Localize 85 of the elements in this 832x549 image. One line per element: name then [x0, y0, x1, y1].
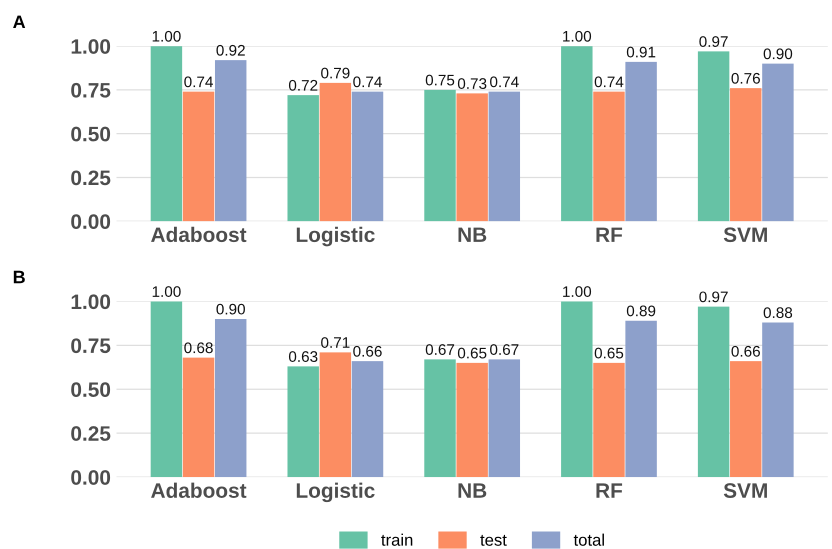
bar: [625, 62, 657, 222]
data-label: 0.66: [353, 346, 382, 357]
data-label: 0.63: [288, 351, 318, 362]
bar: [698, 51, 730, 222]
bar: [424, 359, 456, 478]
data-label: 0.90: [216, 304, 245, 315]
bar: [762, 322, 794, 478]
bar: [320, 352, 352, 478]
legend-label: train: [381, 534, 412, 546]
data-label: 0.67: [490, 344, 518, 355]
x-tick-label: RF: [596, 228, 622, 242]
chart-title: A: [13, 16, 26, 28]
data-label: 0.65: [594, 348, 624, 358]
data-label: 0.91: [626, 46, 656, 58]
bar: [730, 361, 762, 478]
y-tick-label: 0.25: [71, 170, 110, 186]
y-tick-label: 0.50: [71, 382, 110, 397]
y-tick-label: 1.00: [72, 294, 110, 310]
y-tick-label: 0.50: [71, 126, 110, 142]
data-label: 0.67: [426, 344, 454, 355]
bar: [150, 46, 182, 222]
data-label: 0.74: [184, 76, 213, 88]
x-tick-label: Logistic: [296, 482, 375, 502]
x-tick-label: Adaboost: [151, 226, 246, 242]
y-tick-label: 0.25: [71, 426, 110, 441]
data-label: 0.66: [731, 346, 760, 357]
y-tick-label: 0.75: [71, 82, 110, 98]
data-label: 0.68: [184, 342, 213, 354]
bar: [730, 88, 762, 222]
bar: [424, 90, 456, 222]
bar: [150, 301, 182, 478]
bar: [352, 361, 384, 478]
bar: [561, 301, 593, 478]
x-tick-label: SVM: [724, 227, 767, 242]
data-label: 0.89: [626, 306, 656, 316]
bar: [488, 92, 520, 222]
legend-label: total: [574, 534, 604, 546]
data-label: 0.90: [764, 48, 792, 60]
data-label: 0.92: [216, 44, 245, 56]
bar: [456, 93, 488, 222]
data-label: 0.76: [731, 72, 760, 84]
bar: [352, 92, 384, 222]
data-label: 1.00: [152, 286, 181, 297]
y-tick-label: 1.00: [72, 39, 110, 54]
data-label: 0.74: [490, 76, 519, 88]
bar: [625, 320, 657, 478]
x-tick-label: Logistic: [296, 226, 375, 246]
bar: [762, 64, 794, 222]
bar: [214, 60, 246, 222]
bar: [593, 362, 625, 478]
bar: [287, 95, 319, 222]
data-label: 0.71: [321, 337, 350, 348]
y-tick-label: 0.75: [71, 338, 110, 354]
data-label: 0.74: [594, 76, 624, 88]
chart-title: B: [14, 270, 25, 284]
bar: [456, 362, 488, 478]
data-label: 0.97: [699, 291, 728, 302]
bar: [698, 306, 730, 478]
data-label: 0.75: [426, 74, 454, 86]
data-label: 0.88: [764, 307, 792, 318]
data-label: 1.00: [563, 30, 592, 42]
data-label: 0.73: [458, 78, 486, 89]
bar: [182, 358, 214, 478]
y-tick-label: 0.00: [71, 470, 110, 485]
bar: [214, 318, 246, 478]
bar: [593, 92, 625, 222]
data-label: 1.00: [152, 30, 181, 42]
bar: [182, 92, 214, 222]
data-label: 0.65: [458, 348, 486, 358]
y-tick-label: 0.00: [71, 214, 110, 229]
data-label: 0.74: [353, 76, 382, 88]
x-tick-label: Adaboost: [151, 482, 246, 498]
x-tick-label: RF: [596, 483, 622, 498]
x-tick-label: NB: [458, 483, 486, 498]
data-label: 0.72: [288, 80, 318, 91]
data-label: 0.79: [321, 68, 350, 78]
data-label: 0.97: [699, 36, 728, 47]
x-tick-label: NB: [458, 228, 486, 242]
x-tick-label: SVM: [724, 483, 767, 498]
data-label: 1.00: [563, 286, 592, 297]
bar: [287, 366, 319, 478]
bar: [561, 46, 593, 222]
bar: [320, 82, 352, 222]
legend-label: test: [480, 534, 507, 546]
bar: [488, 359, 520, 478]
